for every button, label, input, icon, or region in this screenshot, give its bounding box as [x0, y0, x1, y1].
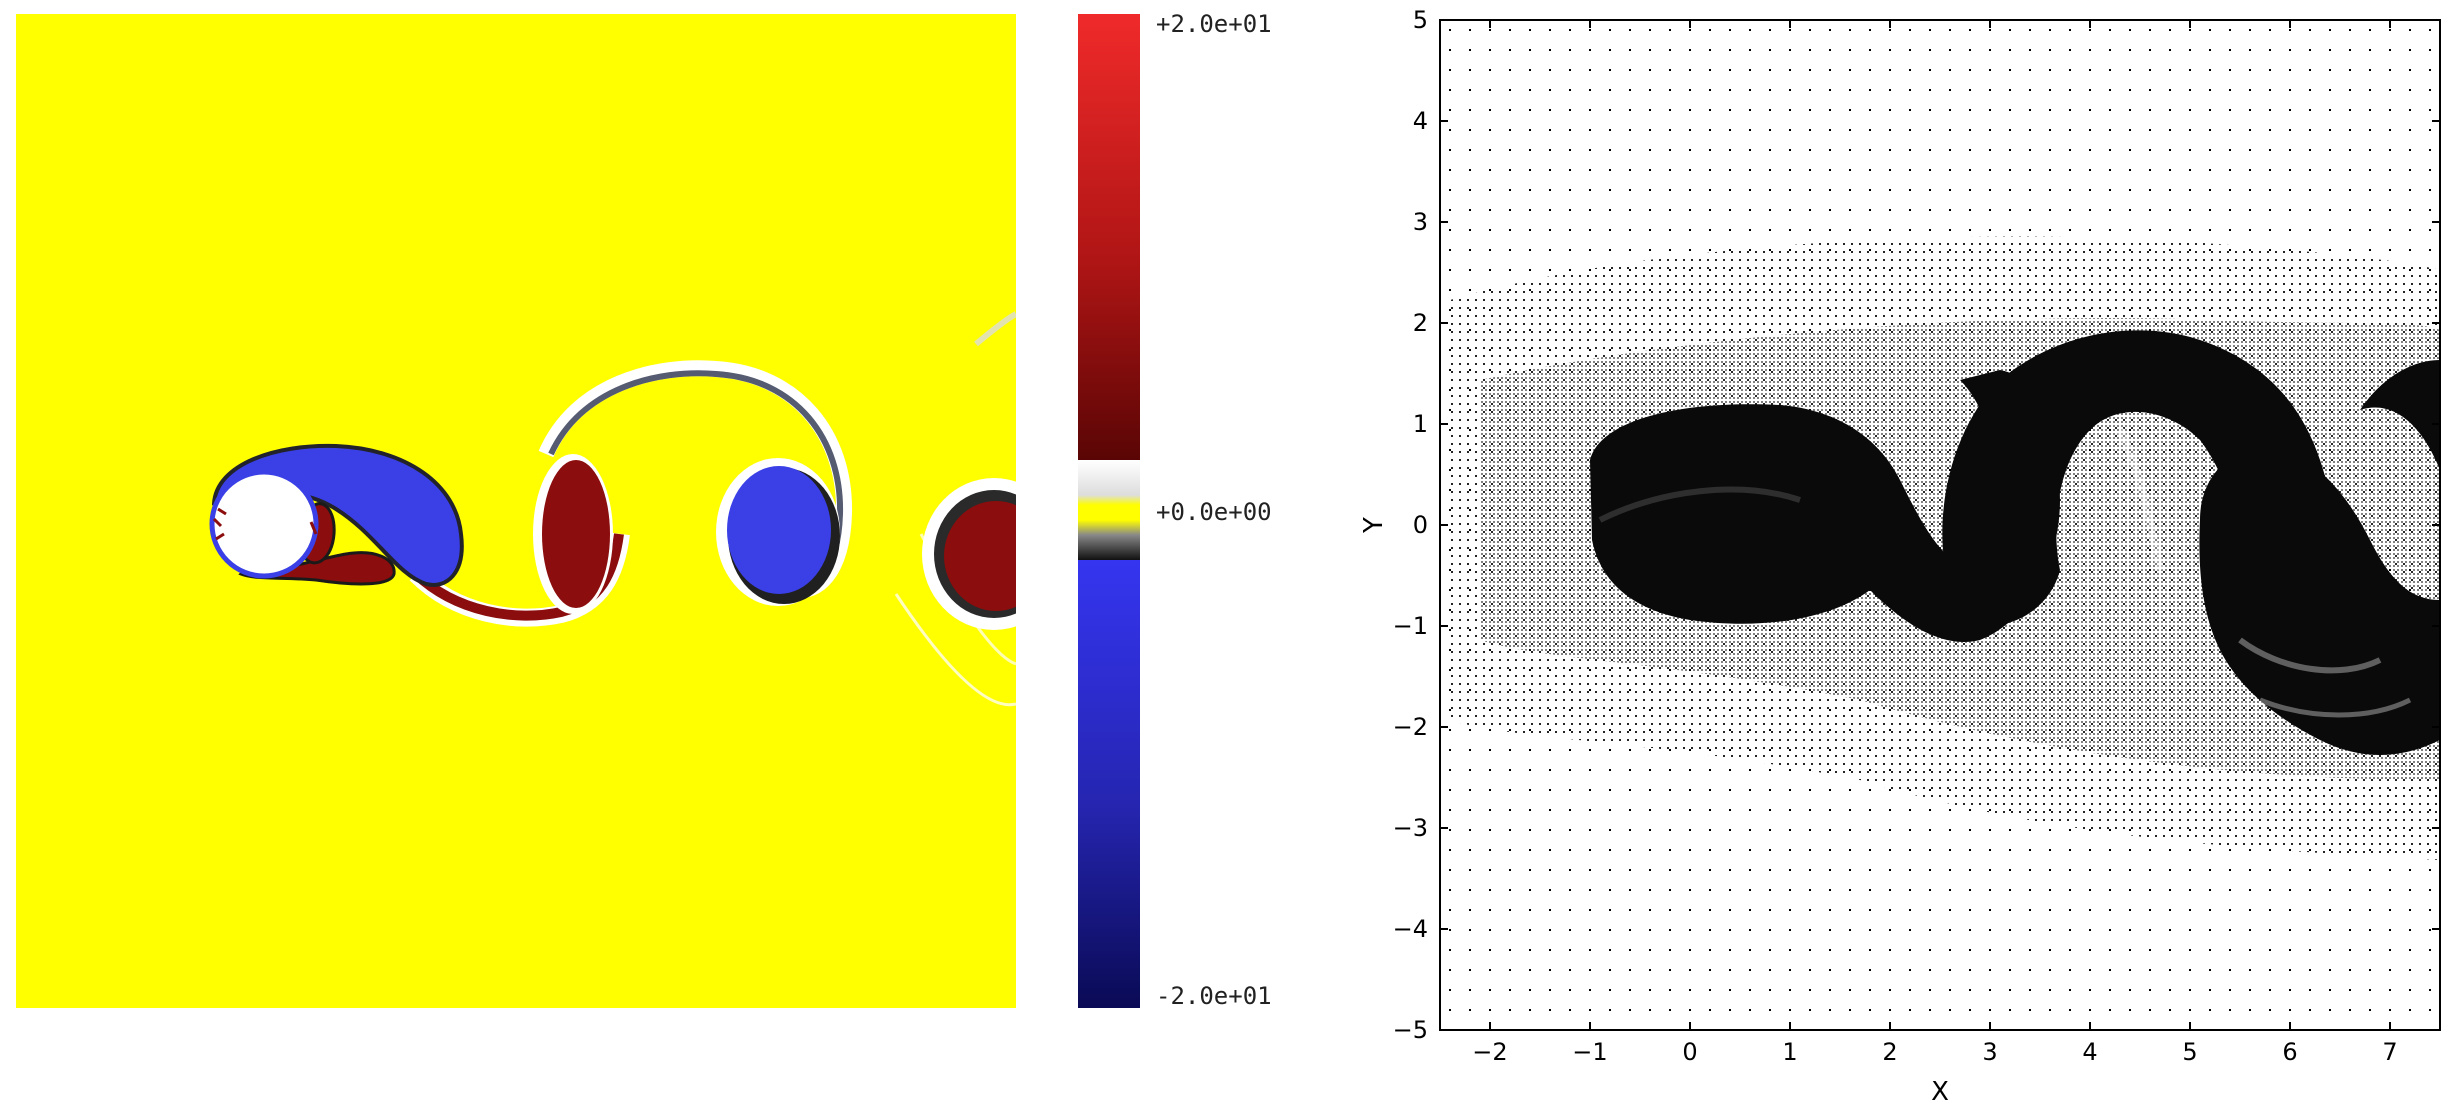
field-background: [16, 14, 1016, 1008]
adaptive-mesh-plot: −2 −1 0 1 2 3 4 5 6 7 5 4 3 2 1 0 −1 −2 −3 −4 −5 X Y: [1360, 6, 2441, 1107]
mesh-axes: −2 −1 0 1 2 3 4 5 6 7 5 4 3 2 1 0 −1 −2 −3 −4 −5: [1393, 6, 2440, 1066]
x-tick-label: 3: [1982, 1038, 1997, 1066]
positive-vortex-tail: [412, 533, 624, 621]
mesh-gap: [2259, 697, 2412, 718]
x-tick-label: 4: [2082, 1038, 2097, 1066]
mesh-gap: [2116, 428, 2164, 571]
x-tick-label: 6: [2282, 1038, 2297, 1066]
y-tick-label: 3: [1413, 208, 1428, 236]
x-tick-label: 1: [1782, 1038, 1797, 1066]
y-tick-label: 5: [1413, 6, 1428, 34]
y-tick-label: −2: [1393, 713, 1428, 741]
vortex-mesh-cluster: [1590, 370, 2060, 642]
positive-vortex: [944, 501, 1016, 611]
y-tick-label: −5: [1393, 1016, 1428, 1044]
x-tick-label: 0: [1682, 1038, 1697, 1066]
cylinder-noise: [212, 507, 318, 541]
y-tick-label: 4: [1413, 107, 1428, 135]
mesh-gap: [1598, 486, 1801, 523]
colorbar-positive: [1078, 14, 1140, 460]
x-tick-label: 7: [2382, 1038, 2397, 1066]
y-tick-label: 1: [1413, 410, 1428, 438]
far-wake-arc: [894, 593, 1016, 707]
mesh-gap: [2238, 637, 2382, 674]
vortex-mesh-cluster: [2199, 360, 2440, 755]
colorbar-negative: [1078, 560, 1140, 1008]
x-tick-label: 2: [1882, 1038, 1897, 1066]
y-tick-label: −3: [1393, 814, 1428, 842]
colorbar-max-label: +2.0e+01: [1156, 14, 1272, 38]
negative-vortex: [727, 466, 831, 594]
colorbar-min-label: -2.0e+01: [1156, 982, 1272, 1008]
y-tick-label: −1: [1393, 612, 1428, 640]
x-tick-label: 5: [2182, 1038, 2197, 1066]
y-tick-label: 0: [1413, 511, 1428, 539]
cylinder: [209, 469, 319, 579]
vortex-mesh-cluster: [1942, 330, 2335, 626]
positive-vortex: [542, 460, 610, 608]
y-axis-label: Y: [1360, 517, 1389, 534]
x-tick-label: −2: [1472, 1038, 1507, 1066]
x-axis-label: X: [1931, 1077, 1949, 1107]
colorbar-mid-label: +0.0e+00: [1156, 498, 1272, 526]
vorticity-field-plot: [16, 14, 1016, 1008]
y-tick-label: 2: [1413, 309, 1428, 337]
colorbar-zero-band: [1078, 460, 1140, 560]
x-tick-label: −1: [1572, 1038, 1607, 1066]
far-wake-arc: [974, 311, 1016, 347]
colorbar: +2.0e+01 +0.0e+00 -2.0e+01: [1078, 14, 1272, 1008]
y-tick-label: −4: [1393, 915, 1428, 943]
